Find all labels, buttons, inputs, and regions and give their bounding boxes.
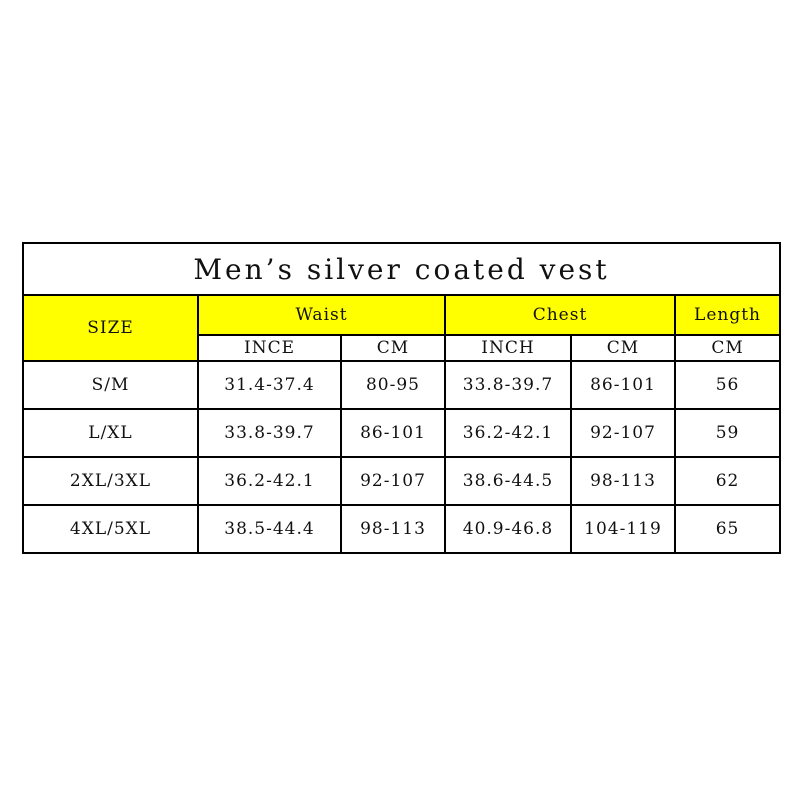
cell-waist-cm: 86-101: [340, 408, 446, 458]
header-size: SIZE: [22, 294, 199, 362]
cell-waist-cm: 98-113: [340, 504, 446, 554]
header-waist-cm: CM: [340, 334, 446, 362]
cell-chest-inch: 40.9-46.8: [444, 504, 572, 554]
table-row: L/XL 33.8-39.7 86-101 36.2-42.1 92-107 5…: [22, 408, 782, 458]
cell-size: L/XL: [22, 408, 199, 458]
table-title: Men’s silver coated vest: [21, 242, 782, 296]
cell-length-cm: 56: [673, 360, 782, 410]
cell-size: S/M: [22, 360, 199, 410]
cell-chest-inch: 38.6-44.5: [444, 456, 572, 506]
cell-chest-cm: 92-107: [570, 408, 676, 458]
cell-size: 4XL/5XL: [22, 504, 199, 554]
size-chart-table: Men’s silver coated vest SIZE Waist Ches…: [21, 242, 782, 554]
cell-chest-cm: 98-113: [570, 456, 676, 506]
cell-chest-inch: 33.8-39.7: [444, 360, 572, 410]
cell-waist-inch: 38.5-44.4: [197, 504, 342, 554]
header-chest: Chest: [444, 294, 676, 336]
cell-length-cm: 65: [673, 504, 782, 554]
cell-waist-inch: 33.8-39.7: [197, 408, 342, 458]
cell-waist-inch: 36.2-42.1: [197, 456, 342, 506]
cell-waist-cm: 92-107: [340, 456, 446, 506]
cell-chest-cm: 104-119: [570, 504, 676, 554]
cell-length-cm: 59: [673, 408, 782, 458]
cell-chest-cm: 86-101: [570, 360, 676, 410]
table-row: 2XL/3XL 36.2-42.1 92-107 38.6-44.5 98-11…: [22, 456, 782, 506]
cell-size: 2XL/3XL: [22, 456, 199, 506]
cell-waist-cm: 80-95: [340, 360, 446, 410]
header-waist: Waist: [197, 294, 446, 336]
cell-chest-inch: 36.2-42.1: [444, 408, 572, 458]
table-row: 4XL/5XL 38.5-44.4 98-113 40.9-46.8 104-1…: [22, 504, 782, 554]
cell-length-cm: 62: [673, 456, 782, 506]
cell-waist-inch: 31.4-37.4: [197, 360, 342, 410]
header-length: Length: [673, 294, 782, 336]
header-length-cm: CM: [673, 334, 782, 362]
header-chest-inch: INCH: [444, 334, 572, 362]
header-chest-cm: CM: [570, 334, 676, 362]
header-waist-inch: INCE: [197, 334, 342, 362]
table-row: S/M 31.4-37.4 80-95 33.8-39.7 86-101 56: [22, 360, 782, 410]
